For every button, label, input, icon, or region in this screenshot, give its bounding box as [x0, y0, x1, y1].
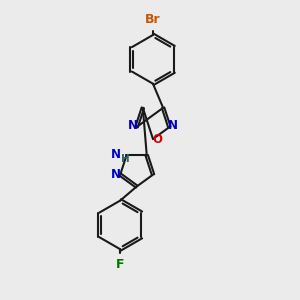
Text: H: H	[121, 154, 130, 164]
Text: N: N	[168, 119, 178, 132]
Text: N: N	[128, 119, 138, 132]
Text: F: F	[116, 258, 124, 271]
Text: N: N	[111, 168, 121, 181]
Text: Br: Br	[145, 13, 161, 26]
Text: O: O	[153, 133, 163, 146]
Text: N: N	[111, 148, 121, 161]
